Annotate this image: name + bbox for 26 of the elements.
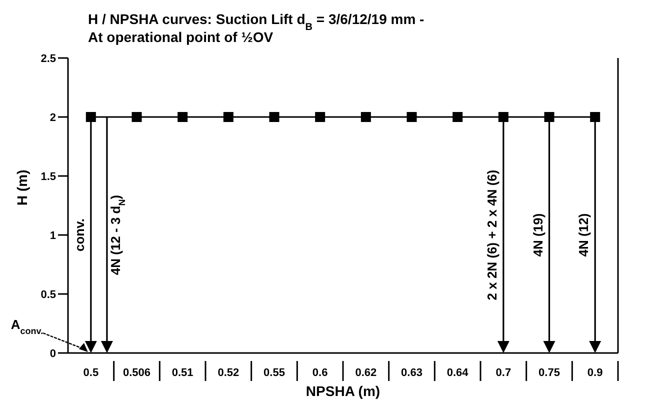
x-tick-label: 0.75 <box>538 367 560 379</box>
x-tick-label: 0.51 <box>172 367 194 379</box>
x-tick-label: 0.7 <box>496 367 512 379</box>
y-tick-label: 0.5 <box>40 288 56 301</box>
y-axis-title: H (m) <box>14 170 30 206</box>
x-tick-label: 0.9 <box>587 367 603 379</box>
text: A$_{conv.}$ <box>10 317 44 336</box>
x-axis-title: NPSHA (m) <box>306 383 380 399</box>
annotation: conv. <box>72 218 87 252</box>
x-tick-label: 0.506 <box>122 367 151 379</box>
annotation: 4N (12) <box>576 213 592 257</box>
x-tick-label: 0.5 <box>83 367 99 379</box>
y-tick-label: 2.5 <box>40 52 56 65</box>
y-tick-label: 2 <box>50 112 56 124</box>
y-tick-label: 0 <box>50 348 56 360</box>
x-tick-label: 0.6 <box>312 367 328 379</box>
chart-title: H / NPSHA curves: Suction Lift d$_{B}$ = 3/6/12/19 mm - At operational point of ½OV <box>88 11 424 45</box>
annotation: 4N (19) <box>530 213 546 257</box>
x-tick-label: 0.52 <box>218 367 240 379</box>
x-tick-label: 0.55 <box>264 367 285 379</box>
x-tick-label: 0.63 <box>401 367 422 379</box>
annotation: 2 x 2N (6) + 2 x 4N (6) <box>484 170 500 300</box>
y-tick-label: 1.5 <box>40 170 56 183</box>
x-tick-label: 0.62 <box>355 367 377 379</box>
y-tick-label: 1 <box>50 230 56 242</box>
x-tick-label: 0.64 <box>446 367 470 379</box>
